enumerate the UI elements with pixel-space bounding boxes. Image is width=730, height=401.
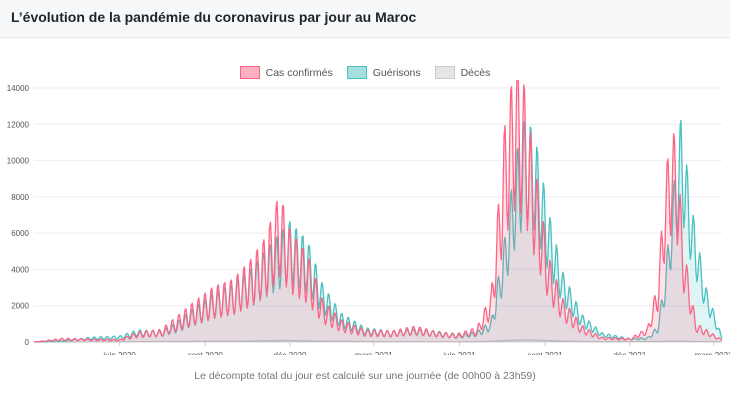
legend-swatch-guerisons [346,66,367,79]
y-tick-label: 8000 [11,193,29,202]
legend-item-deces[interactable]: Décès [434,66,491,79]
series-line-0 [33,80,723,343]
series-area-1 [34,120,722,343]
legend-label-guerisons: Guérisons [372,66,421,79]
x-tick-label: déc 2020 [274,351,307,355]
legend-swatch-deces [434,66,455,79]
y-tick-label: 14000 [7,84,30,93]
x-tick-label: sept 2021 [528,351,564,355]
y-tick-label: 6000 [11,229,29,238]
chart-canvas: 0 2000 4000 6000 8000 10000 12000 14000 juin 202… [7,80,730,355]
card-header: L’évolution de la pandémie du coronaviru… [0,0,730,38]
x-tick-label: déc 2021 [613,351,646,355]
series-area-0 [34,80,722,342]
x-tick-label: juin 2020 [102,351,136,355]
y-tick-label: 12000 [7,120,30,129]
chart-caption: Le décompte total du jour est calculé su… [194,370,536,382]
legend-label-deces: Décès [460,66,491,79]
page-title: L’évolution de la pandémie du coronaviru… [11,9,417,25]
y-tick-label: 10000 [7,157,30,166]
series-line-1 [34,119,723,343]
y-tick-label: 0 [25,338,30,347]
x-tick-label: mars 2022 [695,351,730,355]
legend-swatch-cas-confirmes [239,66,260,79]
series-line-2 [34,338,722,343]
legend-item-guerisons[interactable]: Guérisons [346,66,421,79]
chart-legend: Cas confirmés Guérisons Décès [0,66,730,79]
y-tick-label: 4000 [11,265,29,274]
x-tick-label: mars 2021 [355,351,393,355]
y-tick-label: 2000 [11,302,29,311]
legend-label-cas-confirmes: Cas confirmés [265,66,333,79]
legend-item-cas-confirmes[interactable]: Cas confirmés [239,66,333,79]
x-tick-label: juin 2021 [442,351,476,355]
x-tick-label: sept 2020 [188,351,224,355]
